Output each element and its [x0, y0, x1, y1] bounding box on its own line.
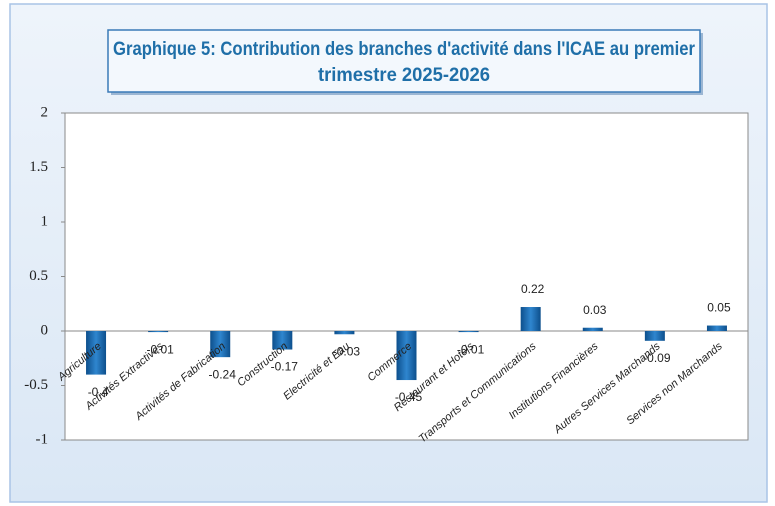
y-tick-label: 0	[41, 322, 49, 338]
bar	[520, 307, 541, 331]
data-label: -0.09	[643, 351, 671, 365]
data-label: -0.03	[333, 344, 361, 358]
data-label: -0.45	[395, 390, 423, 404]
bar	[272, 331, 293, 350]
y-tick-label: -0.5	[24, 377, 48, 393]
data-label: -0.01	[146, 342, 174, 356]
bar	[396, 331, 417, 381]
bar	[582, 327, 603, 331]
chart-title: Graphique 5: Contribution des branches d…	[113, 39, 696, 60]
y-tick-label: 2	[41, 104, 49, 120]
data-label: 0.03	[583, 303, 607, 317]
title-box	[107, 29, 701, 93]
y-tick-label: 1.5	[29, 159, 48, 175]
plot-area	[64, 112, 749, 441]
data-label: -0.17	[271, 360, 299, 374]
bar	[458, 331, 479, 333]
data-label: -0.24	[209, 367, 237, 381]
bar	[148, 331, 169, 333]
y-tick-label: 0.5	[29, 268, 48, 284]
bar	[210, 331, 231, 358]
data-label: -0.4	[88, 385, 109, 399]
bar	[706, 325, 727, 331]
bar	[86, 331, 107, 375]
data-label: 0.05	[707, 301, 731, 315]
data-label: 0.22	[521, 282, 545, 296]
bar	[334, 331, 355, 335]
chart-title: trimestre 2025-2026	[318, 65, 490, 86]
y-tick-label: 1	[41, 213, 49, 229]
bar	[644, 331, 665, 341]
data-label: -0.01	[457, 342, 485, 356]
y-tick-label: -1	[36, 431, 49, 447]
